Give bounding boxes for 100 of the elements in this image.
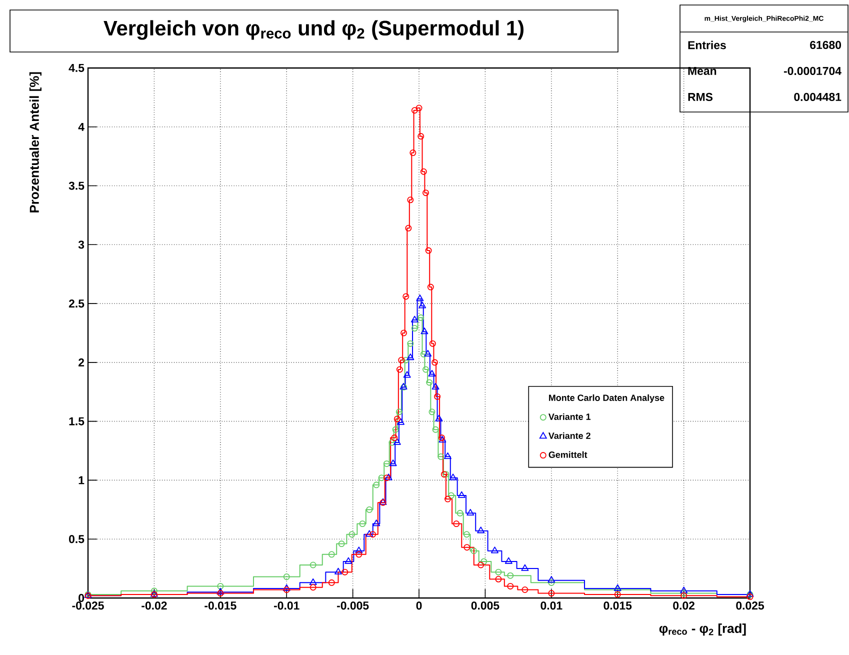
point bbox=[391, 434, 398, 442]
point bbox=[463, 531, 470, 538]
point bbox=[338, 540, 345, 548]
text: 0.004481 bbox=[794, 92, 842, 102]
x-tick-label: -0.005 bbox=[337, 602, 369, 610]
point bbox=[456, 510, 464, 516]
point bbox=[410, 150, 416, 156]
point bbox=[548, 579, 555, 586]
point bbox=[458, 491, 466, 498]
point bbox=[283, 574, 290, 580]
point bbox=[370, 531, 376, 538]
point bbox=[373, 482, 380, 488]
point bbox=[429, 340, 436, 347]
point bbox=[507, 582, 514, 590]
point bbox=[282, 584, 290, 591]
y-tick-label: 0 bbox=[78, 594, 84, 602]
point bbox=[310, 584, 316, 591]
point bbox=[410, 316, 418, 322]
point bbox=[422, 190, 430, 196]
y-tick-label: 0.5 bbox=[69, 535, 84, 544]
point bbox=[366, 506, 373, 513]
x-tick-label: -0.01 bbox=[274, 602, 300, 610]
point bbox=[491, 546, 498, 554]
point bbox=[406, 353, 414, 360]
point bbox=[378, 474, 385, 482]
point bbox=[422, 366, 430, 373]
point bbox=[416, 294, 424, 302]
point bbox=[507, 572, 514, 579]
point bbox=[396, 408, 402, 416]
point bbox=[418, 302, 426, 308]
y-tick-label: 3 bbox=[78, 240, 84, 249]
point bbox=[344, 557, 352, 564]
legend-label: Variante 2 bbox=[548, 432, 590, 439]
point bbox=[400, 330, 408, 336]
chart-title: Vergleich von φ$_{reco}$ und φ$_{2}$ (Supermodul 1) bbox=[104, 20, 524, 40]
point bbox=[359, 520, 366, 528]
point bbox=[310, 562, 316, 568]
point bbox=[342, 568, 348, 576]
point bbox=[407, 340, 414, 347]
x-axis-title: φ$_{reco}$ - φ$_{2}$ [rad] bbox=[659, 624, 746, 636]
point bbox=[464, 544, 470, 551]
y-axis-title: Prozentualer Anteil [%] bbox=[29, 72, 42, 212]
point bbox=[522, 586, 528, 593]
point bbox=[388, 439, 396, 446]
point bbox=[426, 379, 433, 386]
legend-label: Variante 1 bbox=[548, 413, 591, 420]
y-tick-label: 3.5 bbox=[68, 182, 84, 190]
point bbox=[420, 328, 428, 334]
point bbox=[453, 520, 460, 528]
point bbox=[470, 548, 478, 554]
point bbox=[438, 453, 444, 460]
point bbox=[392, 426, 399, 433]
x-tick-label: -0.015 bbox=[204, 602, 236, 610]
point bbox=[424, 350, 432, 357]
y-tick-label: 4 bbox=[78, 122, 84, 131]
point bbox=[383, 474, 390, 482]
x-tick-label: 0.01 bbox=[540, 602, 562, 610]
point bbox=[372, 520, 380, 526]
point bbox=[420, 168, 427, 175]
y-tick-label: 2 bbox=[78, 358, 84, 366]
point bbox=[384, 474, 392, 480]
point bbox=[150, 588, 158, 594]
point bbox=[309, 578, 317, 586]
point bbox=[411, 107, 418, 114]
point bbox=[389, 459, 397, 466]
point bbox=[448, 492, 454, 499]
point bbox=[402, 293, 410, 300]
y-tick-label: 2.5 bbox=[68, 299, 84, 308]
point bbox=[427, 284, 434, 290]
point bbox=[217, 590, 224, 597]
x-tick-label: 0.005 bbox=[471, 602, 500, 610]
text: -0.0001704 bbox=[784, 66, 842, 76]
point bbox=[355, 546, 363, 554]
y-tick-label: 4.5 bbox=[68, 64, 84, 72]
point bbox=[449, 474, 457, 480]
legend-title: Monte Carlo Daten Analyse bbox=[549, 394, 664, 403]
point bbox=[328, 551, 335, 558]
point bbox=[416, 104, 422, 112]
point bbox=[216, 588, 224, 594]
point bbox=[383, 460, 390, 467]
point bbox=[398, 356, 405, 364]
point bbox=[614, 584, 622, 591]
point bbox=[495, 568, 502, 576]
point bbox=[444, 452, 452, 459]
point bbox=[428, 370, 436, 377]
point bbox=[444, 496, 451, 502]
point bbox=[394, 416, 400, 422]
point bbox=[521, 564, 529, 571]
point bbox=[477, 526, 485, 534]
text: 61680 bbox=[810, 40, 842, 50]
point bbox=[480, 558, 488, 565]
point bbox=[614, 591, 621, 598]
point bbox=[504, 557, 512, 564]
text: Entries bbox=[688, 40, 726, 50]
point bbox=[348, 531, 356, 538]
point bbox=[405, 224, 412, 232]
x-tick-label: 0.015 bbox=[604, 602, 632, 610]
point bbox=[407, 196, 414, 204]
point bbox=[328, 579, 335, 586]
point bbox=[428, 408, 436, 416]
